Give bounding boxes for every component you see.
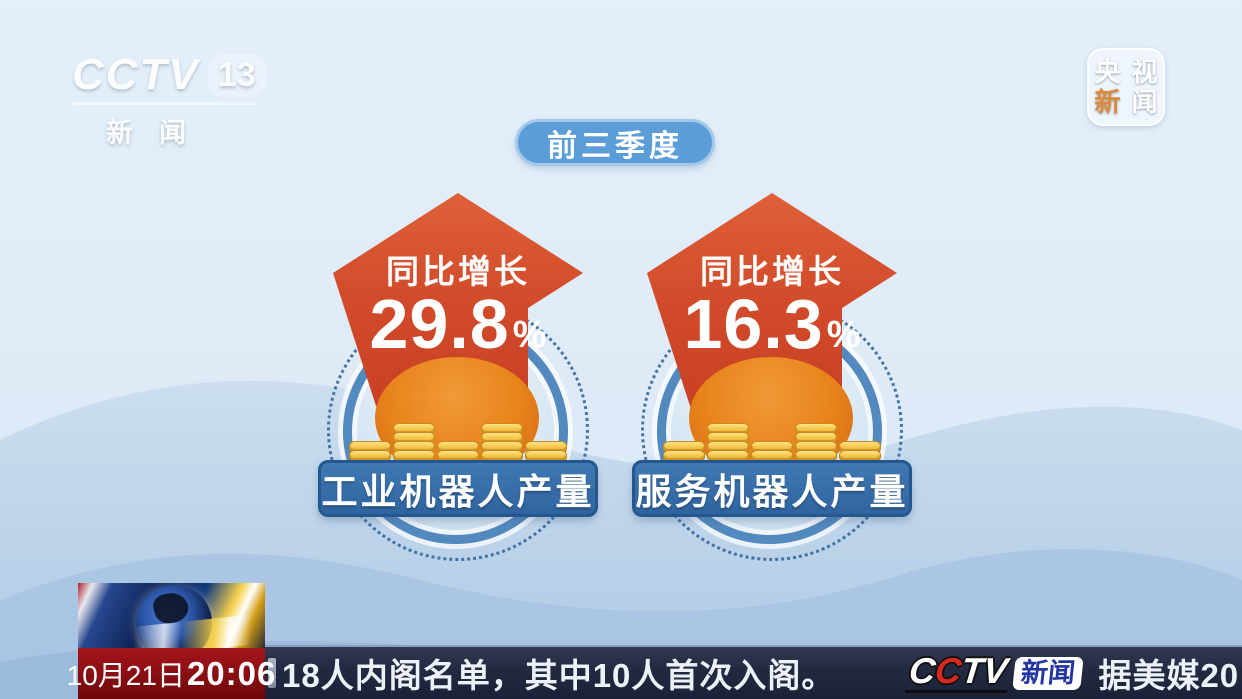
watermark-brand: CCTV bbox=[72, 50, 200, 99]
corner-logo-char: 视 bbox=[1131, 57, 1158, 87]
stat-group-service-robots: 同比增长 16.3 % 服务机器人产量 bbox=[630, 193, 914, 573]
corner-logo-char: 闻 bbox=[1131, 87, 1158, 117]
time-text: 20:06 bbox=[186, 654, 277, 692]
growth-label: 同比增长 bbox=[386, 253, 530, 290]
percent-sign: % bbox=[826, 314, 861, 356]
news-video-thumbnail bbox=[78, 583, 265, 648]
date-text: 10月21日 bbox=[66, 659, 185, 691]
period-badge: 前三季度 bbox=[515, 119, 715, 166]
watermark-subtitle: 新闻 bbox=[106, 118, 212, 148]
ticker-headline-right: 据美媒20日报道 bbox=[1098, 657, 1242, 694]
watermark-channel-number: 13 bbox=[207, 53, 266, 97]
corner-logo-char: 新 bbox=[1094, 87, 1121, 117]
growth-value: 16.3 bbox=[683, 285, 824, 363]
cctv-letters: CCTV bbox=[905, 650, 1012, 693]
coin-stacks-icon bbox=[349, 412, 567, 462]
growth-value-row: 29.8 % bbox=[316, 289, 600, 359]
news-ticker: 18人内阁名单，其中10人首次入阁。 CCTV 新闻 据美媒20日报道 bbox=[265, 645, 1242, 699]
channel-watermark: CCTV 13 新闻 bbox=[72, 50, 266, 150]
news-label: 新闻 bbox=[1012, 656, 1085, 690]
cctv-news-ticker-logo: CCTV 新闻 bbox=[905, 650, 1085, 693]
watermark-underline bbox=[72, 102, 257, 105]
ticker-clipped-glyph bbox=[268, 658, 276, 688]
growth-label: 同比增长 bbox=[700, 253, 844, 290]
growth-value-row: 16.3 % bbox=[630, 289, 914, 359]
growth-value: 29.8 bbox=[369, 285, 510, 363]
category-label-service-robots: 服务机器人产量 bbox=[632, 460, 912, 517]
cctv-news-app-logo: 央 视 新 闻 bbox=[1087, 48, 1165, 126]
stat-group-industrial-robots: 同比增长 29.8 % 工业机器人产量 bbox=[316, 193, 600, 573]
corner-logo-char: 央 bbox=[1094, 57, 1121, 87]
category-label-industrial-robots: 工业机器人产量 bbox=[318, 460, 598, 517]
ticker-headline-left: 18人内阁名单，其中10人首次入阁。 bbox=[282, 657, 836, 694]
datetime-bar: 10月21日 20:06 bbox=[67, 648, 275, 699]
percent-sign: % bbox=[512, 314, 547, 356]
coin-stacks-icon bbox=[663, 412, 881, 462]
